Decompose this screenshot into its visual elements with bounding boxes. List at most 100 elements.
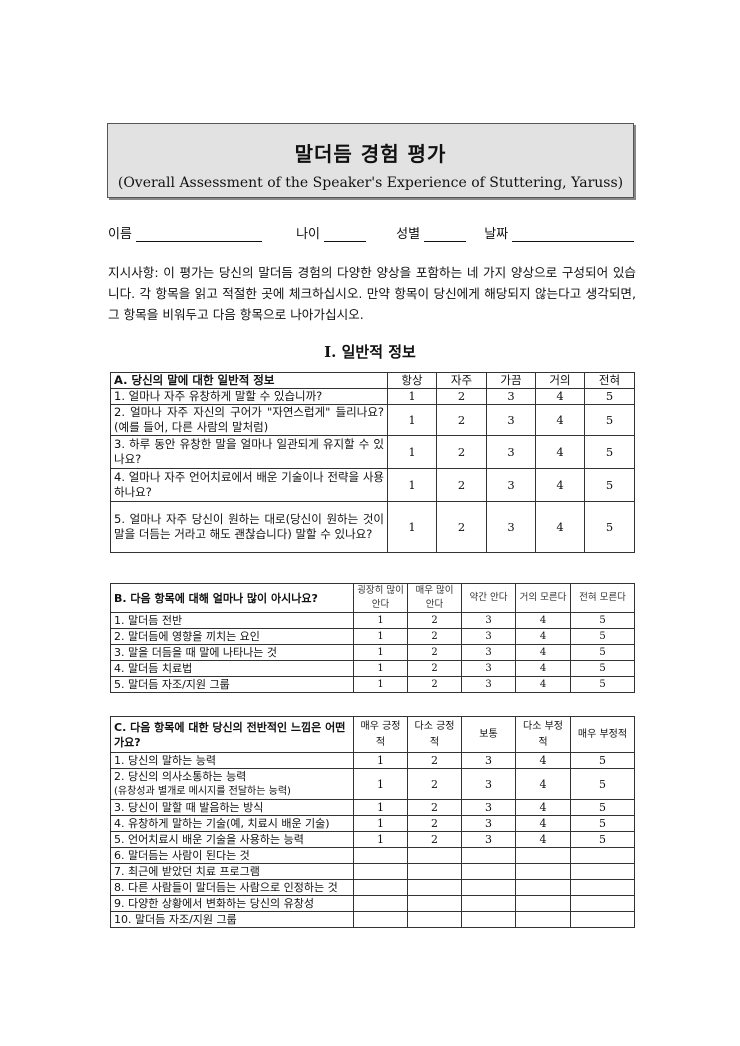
rating-option[interactable] [461, 911, 516, 928]
rating-option[interactable]: 1 [387, 388, 437, 405]
rating-option[interactable] [461, 879, 516, 896]
rating-option[interactable] [353, 863, 408, 880]
rating-option[interactable]: 1 [353, 752, 408, 769]
rating-option[interactable] [407, 847, 462, 864]
rating-option[interactable] [570, 863, 635, 880]
rating-option[interactable]: 3 [486, 501, 536, 553]
rating-option[interactable]: 3 [461, 752, 516, 769]
rating-option[interactable]: 3 [461, 612, 516, 629]
rating-option[interactable]: 5 [570, 676, 635, 693]
rating-option[interactable] [461, 895, 516, 912]
rating-option[interactable]: 5 [570, 612, 635, 629]
rating-option[interactable]: 5 [584, 435, 635, 469]
rating-option[interactable]: 2 [407, 768, 462, 800]
rating-option[interactable]: 2 [407, 628, 462, 645]
rating-option[interactable]: 4 [515, 660, 571, 677]
rating-option[interactable]: 5 [570, 628, 635, 645]
rating-option[interactable] [515, 847, 571, 864]
rating-option[interactable]: 5 [584, 404, 635, 436]
rating-option[interactable]: 5 [584, 501, 635, 553]
rating-option[interactable] [407, 895, 462, 912]
rating-option[interactable] [353, 895, 408, 912]
rating-option[interactable] [407, 879, 462, 896]
rating-option[interactable]: 3 [486, 388, 536, 405]
rating-option[interactable]: 1 [387, 501, 437, 553]
rating-option[interactable]: 3 [461, 644, 516, 661]
rating-option[interactable]: 3 [461, 660, 516, 677]
rating-option[interactable]: 5 [570, 799, 635, 816]
rating-option[interactable]: 1 [353, 628, 408, 645]
rating-option[interactable]: 2 [436, 468, 487, 502]
rating-option[interactable]: 4 [515, 815, 571, 832]
age-field[interactable]: 나이 [296, 223, 370, 242]
rating-option[interactable] [515, 911, 571, 928]
rating-option[interactable]: 5 [584, 388, 635, 405]
rating-option[interactable]: 1 [353, 612, 408, 629]
rating-option[interactable] [353, 911, 408, 928]
rating-option[interactable] [515, 863, 571, 880]
rating-option[interactable]: 1 [353, 815, 408, 832]
rating-option[interactable]: 3 [461, 628, 516, 645]
rating-option[interactable]: 3 [486, 435, 536, 469]
rating-option[interactable]: 3 [461, 768, 516, 800]
rating-option[interactable]: 1 [353, 676, 408, 693]
rating-option[interactable]: 3 [461, 815, 516, 832]
rating-option[interactable]: 4 [515, 644, 571, 661]
rating-option[interactable]: 4 [515, 799, 571, 816]
rating-option[interactable] [407, 911, 462, 928]
rating-option[interactable]: 4 [535, 501, 585, 553]
rating-option[interactable] [461, 863, 516, 880]
rating-option[interactable]: 2 [436, 388, 487, 405]
rating-option[interactable] [353, 879, 408, 896]
rating-option[interactable]: 1 [387, 468, 437, 502]
date-field[interactable]: 날짜 [484, 223, 638, 242]
rating-option[interactable]: 2 [407, 799, 462, 816]
rating-option[interactable]: 5 [570, 815, 635, 832]
rating-option[interactable]: 2 [407, 815, 462, 832]
rating-option[interactable]: 2 [407, 831, 462, 848]
gender-field[interactable]: 성별 [396, 223, 470, 242]
rating-option[interactable]: 3 [461, 676, 516, 693]
rating-option[interactable]: 2 [407, 676, 462, 693]
rating-option[interactable] [570, 895, 635, 912]
rating-option[interactable]: 2 [436, 404, 487, 436]
rating-option[interactable]: 4 [515, 752, 571, 769]
rating-option[interactable]: 2 [436, 435, 487, 469]
rating-option[interactable]: 3 [486, 404, 536, 436]
name-field[interactable]: 이름 [108, 223, 266, 242]
rating-option[interactable]: 4 [515, 831, 571, 848]
rating-option[interactable]: 4 [515, 612, 571, 629]
rating-option[interactable] [515, 879, 571, 896]
rating-option[interactable]: 4 [535, 404, 585, 436]
rating-option[interactable]: 5 [570, 768, 635, 800]
rating-option[interactable]: 3 [461, 831, 516, 848]
rating-option[interactable]: 1 [387, 435, 437, 469]
rating-option[interactable] [353, 847, 408, 864]
rating-option[interactable]: 4 [515, 676, 571, 693]
rating-option[interactable]: 4 [515, 768, 571, 800]
rating-option[interactable]: 2 [407, 752, 462, 769]
rating-option[interactable]: 2 [407, 612, 462, 629]
rating-option[interactable]: 4 [535, 388, 585, 405]
rating-option[interactable]: 4 [535, 435, 585, 469]
rating-option[interactable] [570, 911, 635, 928]
rating-option[interactable]: 1 [353, 768, 408, 800]
rating-option[interactable]: 1 [353, 799, 408, 816]
rating-option[interactable]: 5 [570, 752, 635, 769]
rating-option[interactable] [461, 847, 516, 864]
rating-option[interactable]: 2 [436, 501, 487, 553]
rating-option[interactable]: 2 [407, 660, 462, 677]
rating-option[interactable]: 5 [584, 468, 635, 502]
rating-option[interactable]: 5 [570, 644, 635, 661]
rating-option[interactable]: 4 [515, 628, 571, 645]
rating-option[interactable]: 3 [486, 468, 536, 502]
rating-option[interactable]: 5 [570, 660, 635, 677]
rating-option[interactable]: 1 [353, 660, 408, 677]
rating-option[interactable]: 1 [387, 404, 437, 436]
rating-option[interactable]: 3 [461, 799, 516, 816]
rating-option[interactable] [570, 847, 635, 864]
rating-option[interactable]: 2 [407, 644, 462, 661]
rating-option[interactable] [407, 863, 462, 880]
rating-option[interactable]: 1 [353, 831, 408, 848]
rating-option[interactable]: 5 [570, 831, 635, 848]
